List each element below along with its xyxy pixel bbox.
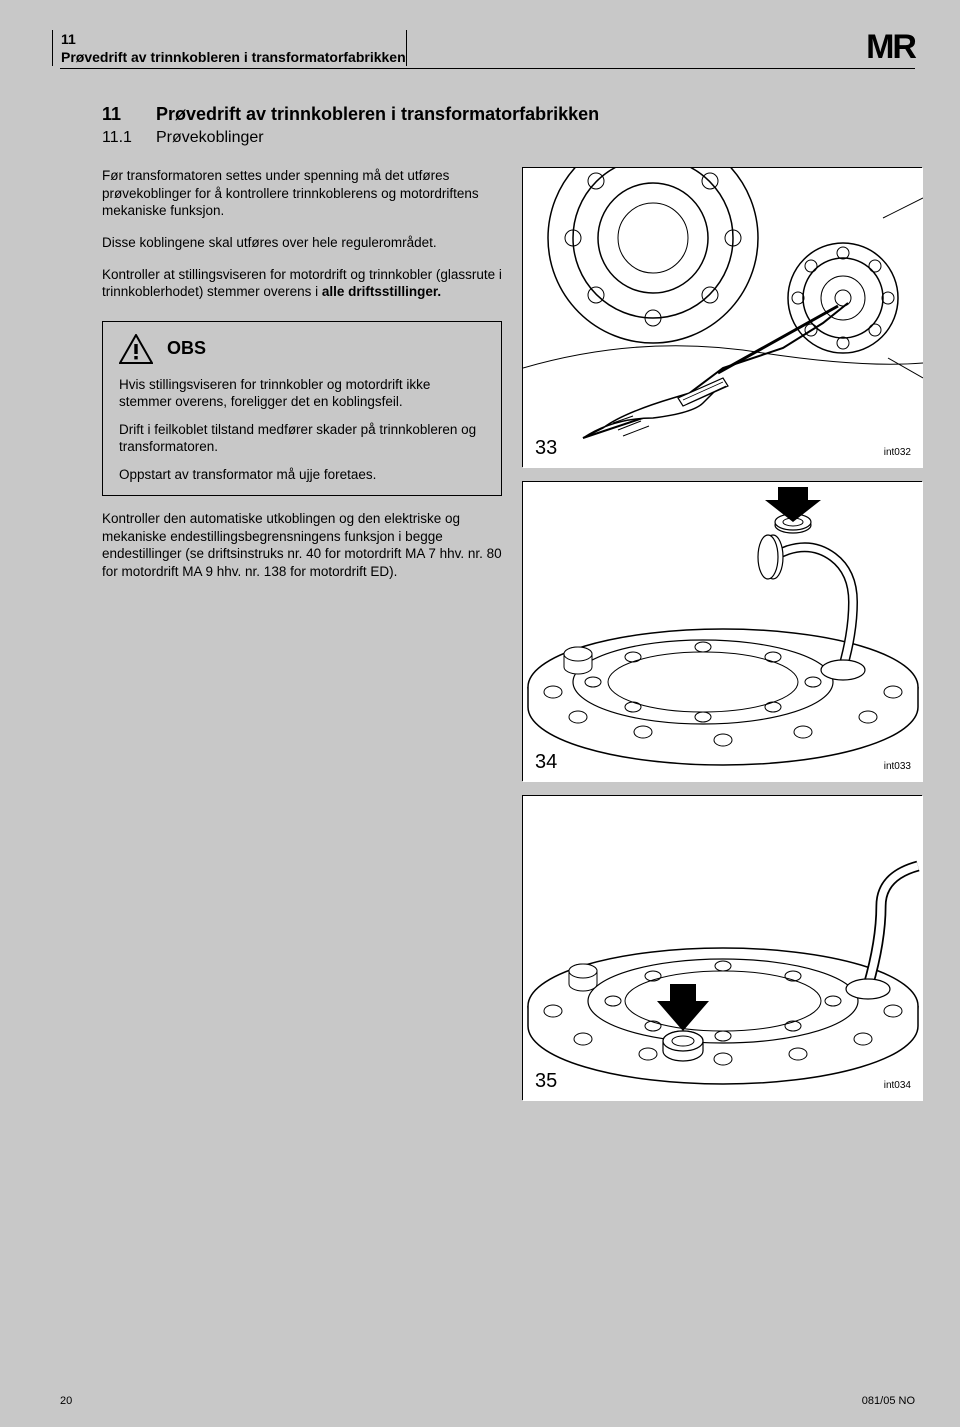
callout-text-3: Oppstart av transformator må ujje foreta… — [119, 466, 485, 484]
figure-33-num: 33 — [535, 437, 557, 460]
section-heading: 11 Prøvedrift av trinnkobleren i transfo… — [102, 104, 915, 125]
figure-34-ref: int033 — [884, 761, 911, 772]
section-num: 11 — [102, 104, 138, 125]
figure-35-ref: int034 — [884, 1080, 911, 1091]
figure-34: 34 int033 — [522, 481, 922, 781]
header-section-title: Prøvedrift av trinnkobleren i transforma… — [61, 49, 406, 65]
obs-callout: OBS Hvis stillingsviseren for trinnkoble… — [102, 321, 502, 497]
callout-text-1: Hvis stillingsviseren for trinnkobler og… — [119, 376, 485, 411]
paragraph-2: Disse koblingene skal utføres over hele … — [102, 234, 502, 252]
figure-34-num: 34 — [535, 751, 557, 774]
paragraph-3: Kontroller at stillingsviseren for motor… — [102, 266, 502, 301]
footer-page-num: 20 — [60, 1395, 72, 1407]
callout-text-2: Drift i feilkoblet tilstand medfører ska… — [119, 421, 485, 456]
subsection-heading: 11.1 Prøvekoblinger — [102, 129, 915, 147]
warning-triangle-icon — [119, 334, 153, 364]
figure-35: 35 int034 — [522, 795, 922, 1100]
subsection-title: Prøvekoblinger — [156, 129, 264, 147]
section-title: Prøvedrift av trinnkobleren i transforma… — [156, 104, 599, 125]
logo: MR — [866, 30, 915, 64]
figure-33: 33 int032 — [522, 167, 922, 467]
page-header: 11 Prøvedrift av trinnkobleren i transfo… — [60, 30, 915, 69]
header-left: 11 Prøvedrift av trinnkobleren i transfo… — [60, 30, 407, 66]
header-section-block: 11 Prøvedrift av trinnkobleren i transfo… — [52, 30, 407, 66]
left-column: Før transformatoren settes under spennin… — [102, 167, 502, 594]
header-section-num: 11 — [61, 31, 76, 47]
page: 11 Prøvedrift av trinnkobleren i transfo… — [0, 0, 960, 1427]
section-block: 11 Prøvedrift av trinnkobleren i transfo… — [60, 104, 915, 1100]
footer-doc-ref: 081/05 NO — [862, 1395, 915, 1407]
callout-title: OBS — [167, 338, 206, 359]
figure-35-num: 35 — [535, 1070, 557, 1093]
p3-text: Kontroller at stillingsviseren for motor… — [102, 267, 502, 300]
paragraph-4: Kontroller den automatiske utkoblingen o… — [102, 510, 502, 580]
right-column: 33 int032 — [522, 167, 922, 1100]
content-row: Før transformatoren settes under spennin… — [102, 167, 915, 1100]
figure-34-svg — [523, 482, 923, 782]
callout-header: OBS — [119, 334, 485, 364]
figure-35-svg — [523, 796, 923, 1101]
p3-bold: alle driftsstillinger. — [322, 284, 441, 299]
figure-33-svg — [523, 168, 923, 468]
subsection-num: 11.1 — [102, 129, 138, 147]
paragraph-1: Før transformatoren settes under spennin… — [102, 167, 502, 220]
footer: 20 081/05 NO — [60, 1395, 915, 1407]
figure-33-ref: int032 — [884, 447, 911, 458]
